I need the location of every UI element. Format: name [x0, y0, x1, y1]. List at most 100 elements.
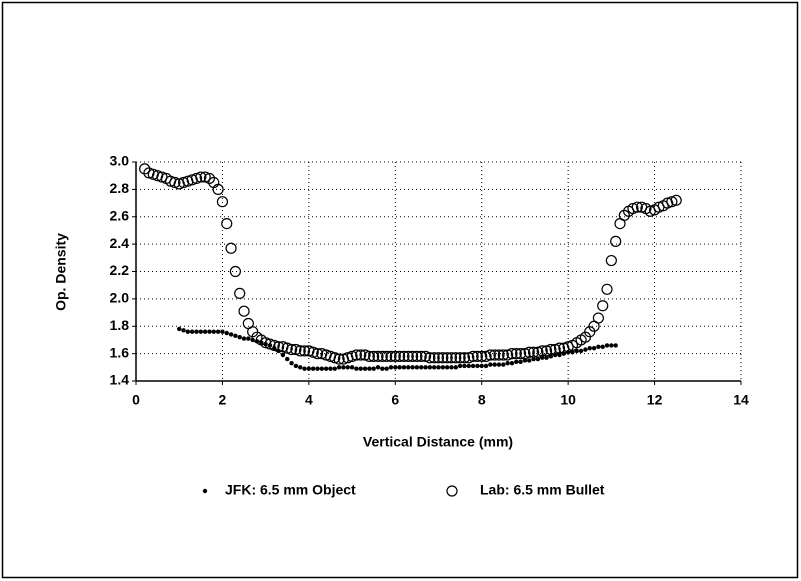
point	[268, 339, 280, 352]
point	[423, 365, 428, 370]
point	[333, 353, 345, 365]
point	[592, 312, 604, 324]
x-tick-label: 8	[478, 392, 486, 408]
point	[410, 365, 415, 370]
point	[285, 356, 290, 362]
y-tick-label: 2.2	[110, 262, 130, 278]
point	[444, 365, 450, 370]
point	[544, 355, 549, 360]
point	[502, 349, 514, 361]
point	[401, 365, 407, 370]
point	[307, 346, 319, 358]
point	[194, 329, 199, 334]
legend-label: JFK: 6.5 mm Object	[225, 482, 356, 498]
point	[394, 350, 406, 362]
point	[470, 363, 476, 369]
point	[419, 350, 432, 362]
point	[212, 183, 224, 195]
point	[453, 365, 458, 370]
point	[375, 365, 381, 370]
point	[202, 329, 208, 334]
point	[463, 352, 475, 364]
point	[221, 217, 233, 230]
point	[596, 344, 601, 349]
point	[591, 345, 597, 351]
point	[298, 345, 311, 357]
point	[587, 345, 592, 351]
point	[445, 352, 458, 364]
point	[427, 365, 433, 370]
point	[471, 350, 483, 362]
point	[466, 363, 471, 369]
point	[225, 242, 237, 254]
point	[376, 350, 388, 362]
point	[177, 326, 182, 332]
point	[381, 350, 393, 362]
point	[237, 335, 242, 340]
point	[195, 171, 207, 183]
point	[298, 365, 303, 370]
point	[385, 350, 397, 362]
y-tick-label: 2.6	[110, 207, 130, 223]
point	[545, 343, 557, 356]
point	[289, 361, 294, 366]
point	[359, 349, 371, 361]
point	[402, 350, 414, 362]
point	[329, 352, 341, 364]
point	[315, 366, 320, 371]
point	[437, 352, 449, 364]
point	[229, 265, 241, 278]
point	[355, 349, 367, 361]
point	[613, 343, 618, 348]
point	[483, 363, 489, 369]
point	[492, 362, 497, 367]
point	[493, 349, 505, 361]
point	[323, 366, 329, 371]
point	[306, 366, 312, 371]
legend-marker	[202, 488, 208, 494]
point	[406, 365, 411, 370]
point	[207, 329, 212, 334]
x-tick-label: 12	[647, 392, 663, 408]
point	[467, 350, 479, 362]
point	[332, 366, 337, 371]
point	[406, 350, 419, 362]
point	[211, 329, 216, 334]
point	[414, 365, 420, 370]
point	[583, 347, 588, 352]
point	[497, 349, 509, 361]
point	[216, 196, 229, 208]
point	[169, 176, 181, 189]
point	[522, 358, 528, 363]
point	[531, 356, 536, 362]
point	[198, 329, 204, 334]
y-tick-label: 1.8	[110, 317, 130, 333]
point	[349, 365, 355, 370]
point	[670, 194, 682, 206]
point	[371, 366, 376, 371]
point	[384, 366, 389, 371]
point	[475, 363, 480, 369]
point	[605, 254, 617, 267]
point	[368, 350, 380, 362]
point	[388, 365, 394, 370]
point	[380, 366, 385, 371]
point	[234, 287, 246, 299]
point	[181, 328, 186, 333]
point	[294, 345, 306, 357]
point	[519, 348, 531, 360]
point	[424, 352, 436, 364]
point	[601, 283, 613, 295]
x-axis-label: Vertical Distance (mm)	[363, 434, 513, 450]
point	[341, 365, 346, 370]
point	[238, 305, 250, 317]
point	[415, 350, 427, 362]
point	[345, 365, 350, 370]
point	[457, 363, 463, 369]
y-axis-label: Op. Density	[53, 233, 69, 311]
point	[431, 365, 437, 370]
point	[397, 365, 402, 370]
point	[293, 363, 299, 369]
point	[523, 346, 535, 358]
